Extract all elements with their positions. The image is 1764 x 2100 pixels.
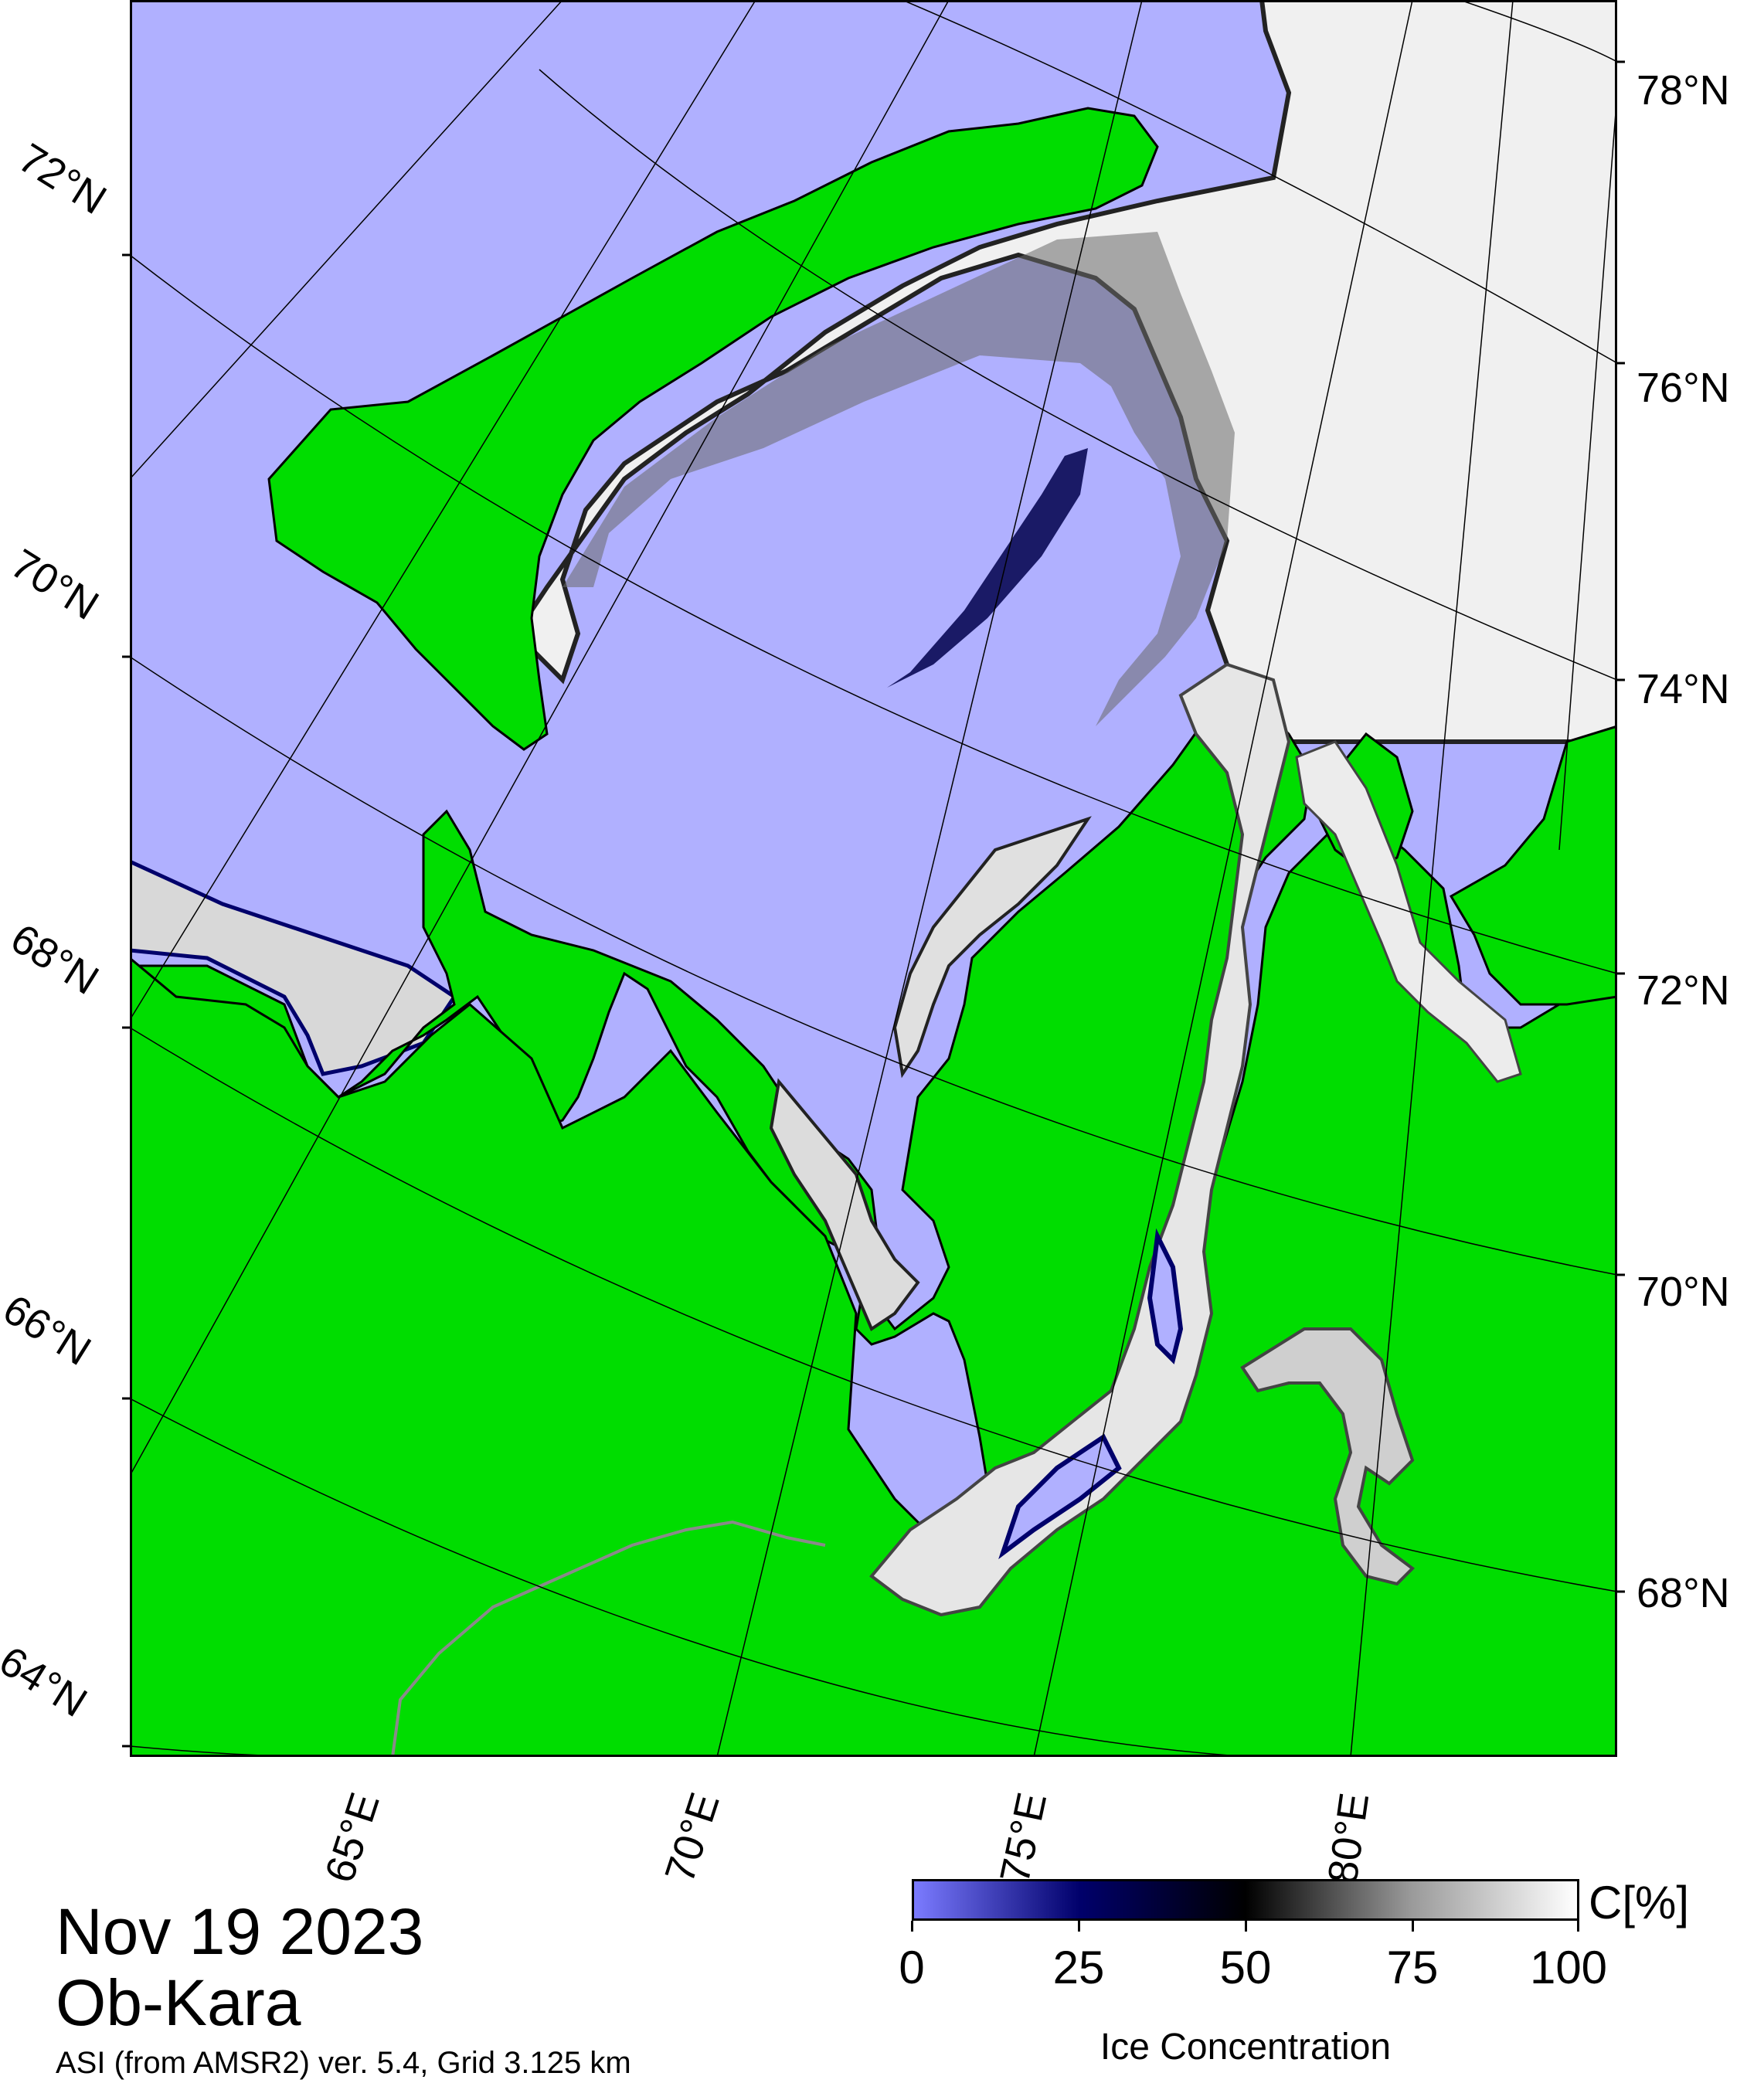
- lat-arc-66: [130, 1398, 1251, 1757]
- lon-label-70: 70°E: [656, 1787, 728, 1888]
- meridian-80: [1350, 0, 1514, 1757]
- lat-arc-78: [1458, 0, 1617, 63]
- product-info: ASI (from AMSR2) ver. 5.4, Grid 3.125 km: [56, 2046, 631, 2080]
- graticule-meridians: [130, 0, 1617, 1757]
- lat-label-right-68: 68°N: [1637, 1570, 1730, 1616]
- sea-ice-southwest: [130, 859, 457, 1076]
- lat-label-right-70: 70°N: [1637, 1269, 1730, 1315]
- graticule: [130, 0, 1617, 1757]
- lat-label-right-76: 76°N: [1637, 365, 1730, 411]
- meridian-70: [716, 0, 1143, 1757]
- meridian-62: [130, 0, 756, 1021]
- lon-label-75: 75°E: [991, 1789, 1055, 1888]
- taz-estuary-ice: [1240, 1327, 1416, 1586]
- sea-ice-map: [130, 0, 1617, 1757]
- land-east: [1449, 725, 1617, 1006]
- lon-label-65: 65°E: [316, 1787, 388, 1888]
- colorbar-label-25: 25: [1052, 1942, 1105, 1993]
- lat-label-right-72: 72°N: [1637, 967, 1730, 1014]
- lat-label-right-78: 78°N: [1637, 67, 1730, 114]
- ice-streak: [887, 448, 1088, 688]
- colorbar-tick-50: [1245, 1921, 1247, 1932]
- yamal-west-ice: [769, 1078, 920, 1331]
- ob-estuary-ice: [869, 662, 1291, 1617]
- lon-label-80: 80°E: [1319, 1790, 1378, 1887]
- ob-estuary-water: [998, 1433, 1122, 1560]
- lat-ticks-right: [1617, 60, 1625, 1593]
- lat-label-right-74: 74°N: [1637, 666, 1730, 712]
- lat-arc-76: [902, 0, 1617, 364]
- colorbar-tick-0: [911, 1921, 913, 1932]
- land-novaya-zemlya: [267, 107, 1159, 751]
- ice-band-dark: [563, 232, 1235, 726]
- ob-estuary-water-2: [1147, 1228, 1184, 1364]
- lat-label-left-68: 68°N: [3, 915, 107, 1004]
- yamal-upper-ice: [892, 816, 1092, 1079]
- ice-concentration-colorbar: [912, 1879, 1579, 1921]
- meridian-85: [1558, 92, 1617, 851]
- colorbar-label-0: 0: [899, 1942, 925, 1993]
- lat-label-left-72: 72°N: [11, 134, 114, 223]
- lat-arc-68: [130, 1027, 1617, 1592]
- map-date: Nov 19 2023: [56, 1895, 424, 1968]
- colorbar-label-100: 100: [1529, 1942, 1608, 1993]
- lat-label-left-70: 70°N: [3, 540, 107, 629]
- lat-label-left-66: 66°N: [0, 1286, 99, 1375]
- colorbar-tick-100: [1577, 1921, 1579, 1932]
- colorbar-label-50: 50: [1219, 1942, 1272, 1993]
- colorbar-unit: C[%]: [1589, 1877, 1690, 1928]
- meridian-65: [130, 0, 950, 1476]
- meridian-75: [1033, 0, 1413, 1757]
- colorbar-label-75: 75: [1386, 1942, 1439, 1993]
- meridian-60: [130, 0, 563, 480]
- map-region: Ob-Kara: [56, 1966, 301, 2039]
- colorbar-tick-75: [1412, 1921, 1414, 1932]
- map-canvas: [130, 0, 1617, 1757]
- lat-arc-70: [130, 656, 1617, 1276]
- lat-arc-72: [130, 254, 1617, 974]
- lat-ticks-left: [122, 253, 130, 1748]
- map-border: [130, 0, 1617, 1757]
- colorbar-tick-25: [1078, 1921, 1080, 1932]
- colorbar-title: Ice Concentration: [1100, 2027, 1392, 2068]
- lat-arc-74: [539, 69, 1617, 681]
- lat-label-left-64: 64°N: [0, 1637, 95, 1726]
- river: [391, 1520, 826, 1757]
